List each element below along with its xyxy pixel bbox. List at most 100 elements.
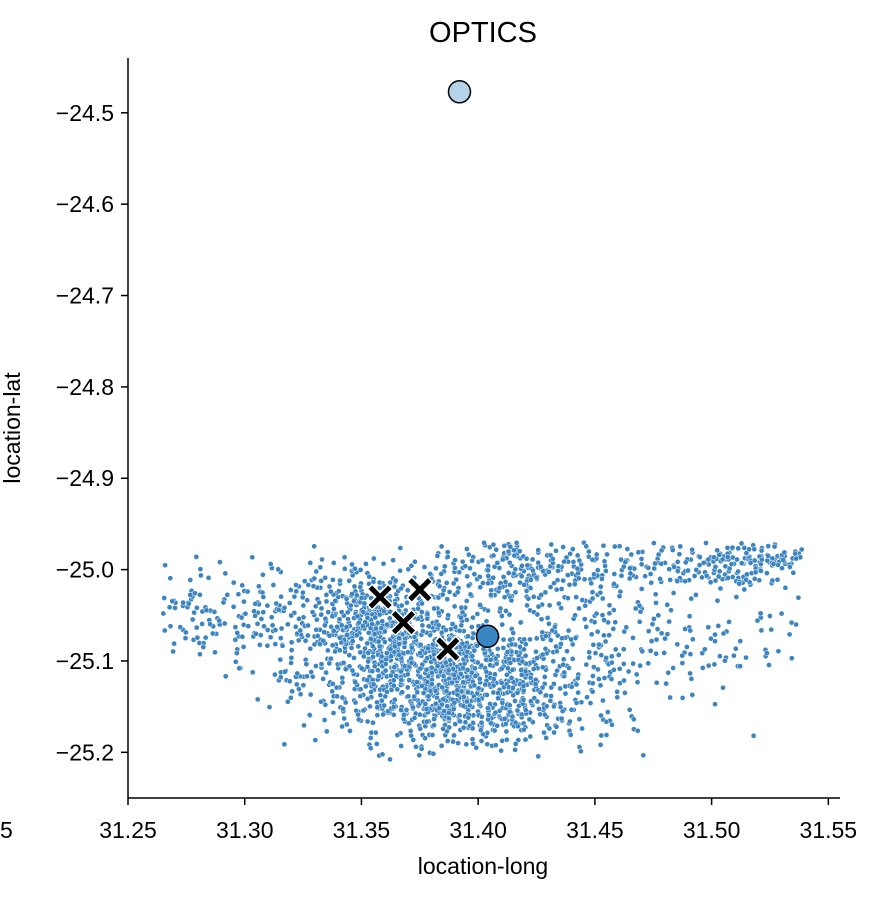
- scatter-point: [398, 602, 405, 609]
- scatter-point: [708, 635, 714, 642]
- scatter-point: [632, 605, 639, 612]
- scatter-point: [293, 681, 300, 688]
- scatter-point: [380, 560, 387, 567]
- scatter-point: [492, 742, 499, 749]
- scatter-point: [261, 623, 267, 630]
- scatter-point: [499, 737, 506, 744]
- scatter-point: [414, 679, 420, 685]
- scatter-point: [522, 736, 529, 743]
- scatter-point: [734, 556, 740, 563]
- scatter-point: [732, 645, 739, 652]
- scatter-point: [485, 705, 491, 712]
- scatter-point: [339, 674, 346, 681]
- scatter-point: [593, 610, 600, 617]
- scatter-point: [666, 566, 673, 572]
- scatter-point: [553, 723, 560, 730]
- scatter-point: [338, 622, 345, 629]
- scatter-point: [436, 705, 443, 711]
- scatter-point: [590, 641, 597, 648]
- scatter-point: [277, 635, 284, 641]
- scatter-point: [722, 657, 728, 664]
- scatter-point: [462, 563, 469, 570]
- scatter-point: [764, 570, 770, 576]
- scatter-point: [234, 650, 240, 656]
- scatter-point: [568, 706, 575, 713]
- scatter-point: [220, 599, 227, 606]
- scatter-point: [339, 694, 346, 701]
- scatter-point: [330, 627, 337, 634]
- scatter-point: [588, 580, 595, 587]
- scatter-point: [603, 718, 610, 725]
- scatter-point: [788, 619, 795, 626]
- scatter-point: [630, 716, 637, 723]
- scatter-point: [505, 548, 512, 555]
- scatter-point: [510, 630, 517, 636]
- scatter-point: [337, 577, 343, 584]
- scatter-point: [500, 574, 507, 580]
- scatter-point: [768, 626, 775, 633]
- scatter-point: [485, 607, 491, 614]
- scatter-point: [790, 569, 797, 576]
- scatter-point: [568, 683, 575, 690]
- scatter-point: [209, 630, 216, 637]
- scatter-point: [464, 546, 470, 552]
- scatter-point: [765, 552, 772, 559]
- scatter-point: [363, 561, 369, 567]
- scatter-point: [444, 553, 451, 560]
- scatter-point: [699, 574, 705, 581]
- scatter-point: [435, 594, 442, 601]
- scatter-point: [687, 670, 693, 677]
- scatter-point: [504, 671, 510, 678]
- scatter-point: [658, 560, 665, 567]
- scatter-point: [711, 661, 718, 668]
- scatter-point: [343, 595, 350, 602]
- scatter-point: [665, 669, 672, 676]
- scatter-point: [584, 694, 590, 701]
- scatter-point: [258, 616, 265, 622]
- scatter-point: [423, 666, 430, 673]
- scatter-point: [443, 580, 450, 586]
- scatter-point: [627, 570, 634, 577]
- scatter-point: [439, 591, 446, 598]
- scatter-point: [367, 735, 374, 741]
- scatter-point: [494, 722, 501, 729]
- scatter-point: [450, 580, 457, 587]
- scatter-point: [329, 613, 336, 620]
- scatter-point: [608, 659, 615, 666]
- scatter-point: [557, 685, 563, 692]
- scatter-point: [193, 624, 200, 631]
- scatter-point: [738, 540, 745, 547]
- scatter-point: [638, 556, 645, 562]
- scatter-point: [380, 711, 386, 718]
- scatter-point: [550, 658, 557, 665]
- scatter-point: [601, 558, 608, 565]
- scatter-point: [288, 612, 295, 619]
- scatter-point: [490, 552, 497, 559]
- scatter-point: [376, 643, 383, 650]
- scatter-point: [355, 711, 361, 718]
- scatter-point: [758, 547, 765, 554]
- scatter-point: [444, 549, 451, 555]
- scatter-point: [506, 702, 513, 709]
- scatter-point: [317, 564, 324, 571]
- scatter-point: [349, 667, 356, 674]
- scatter-point: [657, 576, 663, 582]
- scatter-point: [558, 641, 564, 647]
- scatter-point: [565, 627, 572, 634]
- scatter-point: [620, 646, 627, 653]
- scatter-point: [252, 612, 258, 619]
- scatter-point: [460, 679, 467, 686]
- scatter-point: [490, 689, 497, 696]
- y-axis-label: location-lat: [0, 372, 25, 484]
- scatter-point: [331, 606, 337, 612]
- scatter-point: [575, 575, 582, 582]
- scatter-point: [332, 598, 339, 604]
- scatter-point: [712, 577, 719, 584]
- scatter-point: [536, 706, 542, 712]
- scatter-point: [249, 669, 256, 676]
- scatter-point: [464, 649, 471, 655]
- scatter-point: [378, 697, 385, 704]
- scatter-point: [775, 648, 782, 655]
- scatter-point: [295, 637, 302, 644]
- scatter-point: [583, 661, 590, 668]
